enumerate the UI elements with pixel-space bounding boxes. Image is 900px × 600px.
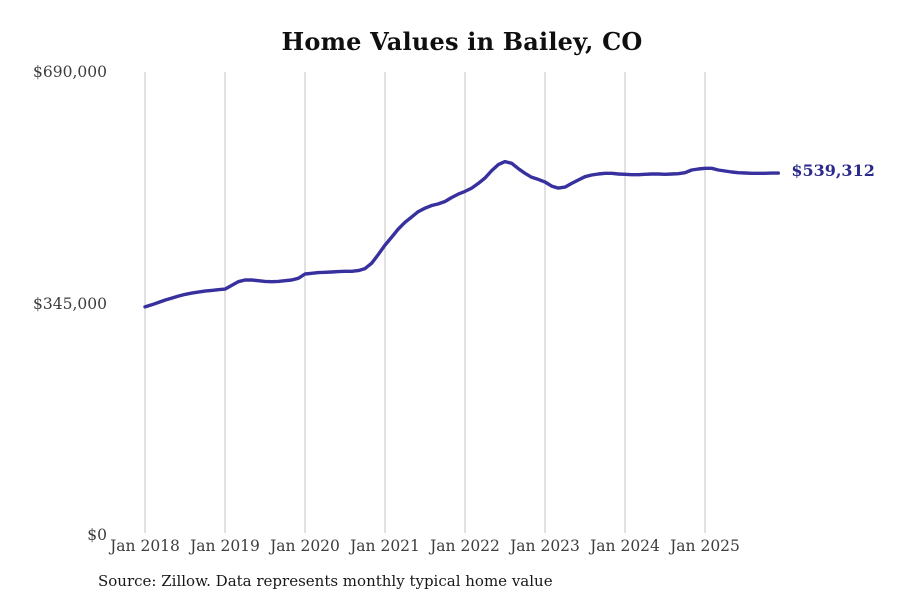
x-axis-tick-label: Jan 2024 xyxy=(590,537,660,555)
home-value-line-series xyxy=(143,159,780,309)
x-axis-tick-label: Jan 2020 xyxy=(270,537,340,555)
source-attribution-note: Source: Zillow. Data represents monthly … xyxy=(98,572,553,590)
y-axis-tick-label: $345,000 xyxy=(33,294,107,313)
x-axis-tick-label: Jan 2019 xyxy=(190,537,260,555)
x-axis-tick-label: Jan 2023 xyxy=(510,537,580,555)
y-axis-tick-label: $690,000 xyxy=(33,63,107,81)
x-axis-tick-label: Jan 2018 xyxy=(110,537,180,555)
x-axis-tick-label: Jan 2021 xyxy=(350,537,420,555)
x-axis-tick-label: Jan 2025 xyxy=(670,537,740,555)
chart-title: Home Values in Bailey, CO xyxy=(281,27,643,56)
current-value-label: $539,312 xyxy=(791,161,875,181)
x-axis-tick-label: Jan 2022 xyxy=(430,537,500,555)
gridlines-group xyxy=(144,72,706,533)
y-axis-tick-label: $0 xyxy=(87,526,107,544)
